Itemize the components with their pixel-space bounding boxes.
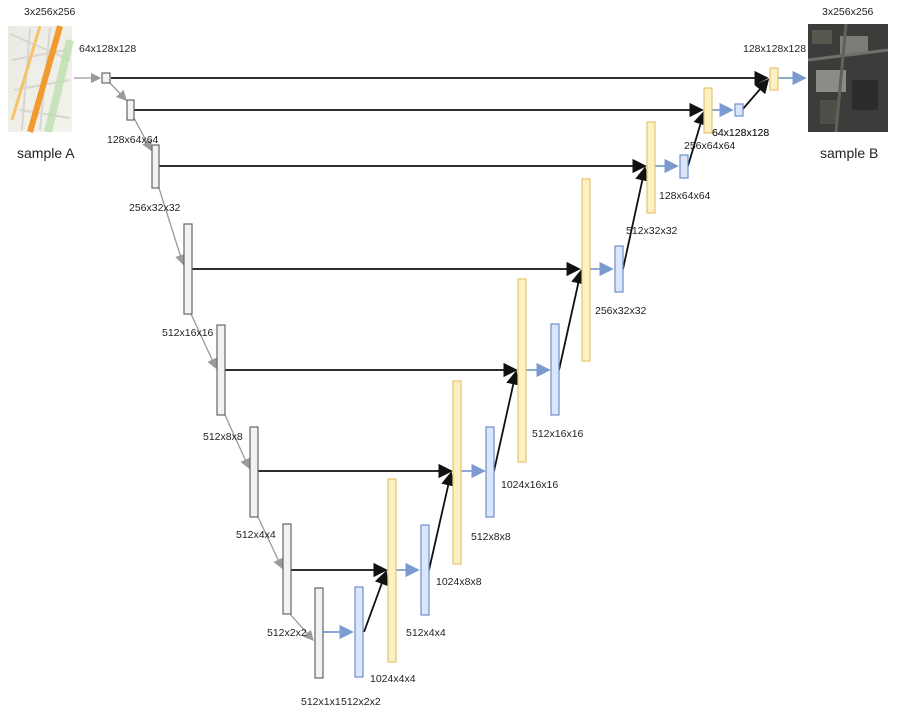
decoder-label: 512x2x2 — [341, 696, 381, 708]
decoder-label: 256x32x32 — [595, 305, 647, 317]
encoder-block-8 — [314, 587, 324, 679]
upsample-block-7 — [769, 67, 779, 91]
encoder-label: 512x16x16 — [162, 327, 214, 339]
decoder-label: 1024x16x16 — [501, 479, 558, 491]
encoder-arrows — [74, 72, 314, 641]
decoder-block-2 — [420, 524, 430, 616]
encoder-block-2 — [126, 99, 135, 121]
encoder-block-3 — [151, 144, 160, 189]
encoder-label: 512x1x1 — [301, 696, 341, 708]
upsample-block-2 — [452, 380, 462, 565]
encoder-block-4 — [183, 223, 193, 315]
decoder-blocks — [354, 67, 779, 678]
encoder-blocks — [101, 72, 324, 679]
decoder-label: 256x64x64 — [684, 140, 736, 152]
encoder-label: 512x2x2 — [267, 627, 307, 639]
encoder-label: 512x4x4 — [236, 529, 276, 541]
input-dims: 3x256x256 — [24, 6, 76, 18]
upsample-block-5 — [646, 121, 656, 214]
decoder-block-5 — [614, 245, 624, 293]
output-image-sample-b — [807, 23, 889, 133]
input-image-sample-a — [8, 25, 74, 133]
encoder-label: 512x8x8 — [203, 431, 243, 443]
encoder-block-6 — [249, 426, 259, 518]
output-label: sample B — [820, 145, 878, 161]
decoder-label: 512x8x8 — [471, 531, 511, 543]
decoder-label: 128x64x64 — [659, 190, 711, 202]
decoder-block-4 — [550, 323, 560, 416]
input-label: sample A — [17, 145, 75, 161]
encoder-block-7 — [282, 523, 292, 615]
encoder-label: 128x64x64 — [107, 134, 159, 146]
decoder-block-7 — [734, 103, 744, 117]
decoder-block-6 — [679, 154, 689, 179]
encoder-block-5 — [216, 324, 226, 416]
decoder-label: 1024x8x8 — [436, 576, 482, 588]
decoder-label: 512x16x16 — [532, 428, 584, 440]
encoder-block-1 — [101, 72, 111, 84]
skip-connections — [111, 70, 769, 578]
decoder-label: 512x4x4 — [406, 627, 446, 639]
decoder-block-3 — [485, 426, 495, 518]
upsample-block-3 — [517, 278, 527, 463]
decoder-label: 64x128x128 — [712, 127, 769, 139]
encoder-label: 256x32x32 — [129, 202, 181, 214]
upsample-block-1 — [387, 478, 397, 663]
decoder-label: 64x128x128 — [712, 127, 769, 139]
output-dims: 3x256x256 — [822, 6, 874, 18]
decoder-label: 512x32x32 — [626, 225, 678, 237]
encoder-label: 64x128x128 — [79, 43, 136, 55]
output-block-label: 128x128x128 — [743, 43, 806, 55]
upsample-block-4 — [581, 178, 591, 362]
upsample-block-6 — [703, 87, 713, 134]
decoder-block-1 — [354, 586, 364, 678]
decoder-label: 1024x4x4 — [370, 673, 416, 685]
decoder-arrows — [322, 70, 807, 640]
